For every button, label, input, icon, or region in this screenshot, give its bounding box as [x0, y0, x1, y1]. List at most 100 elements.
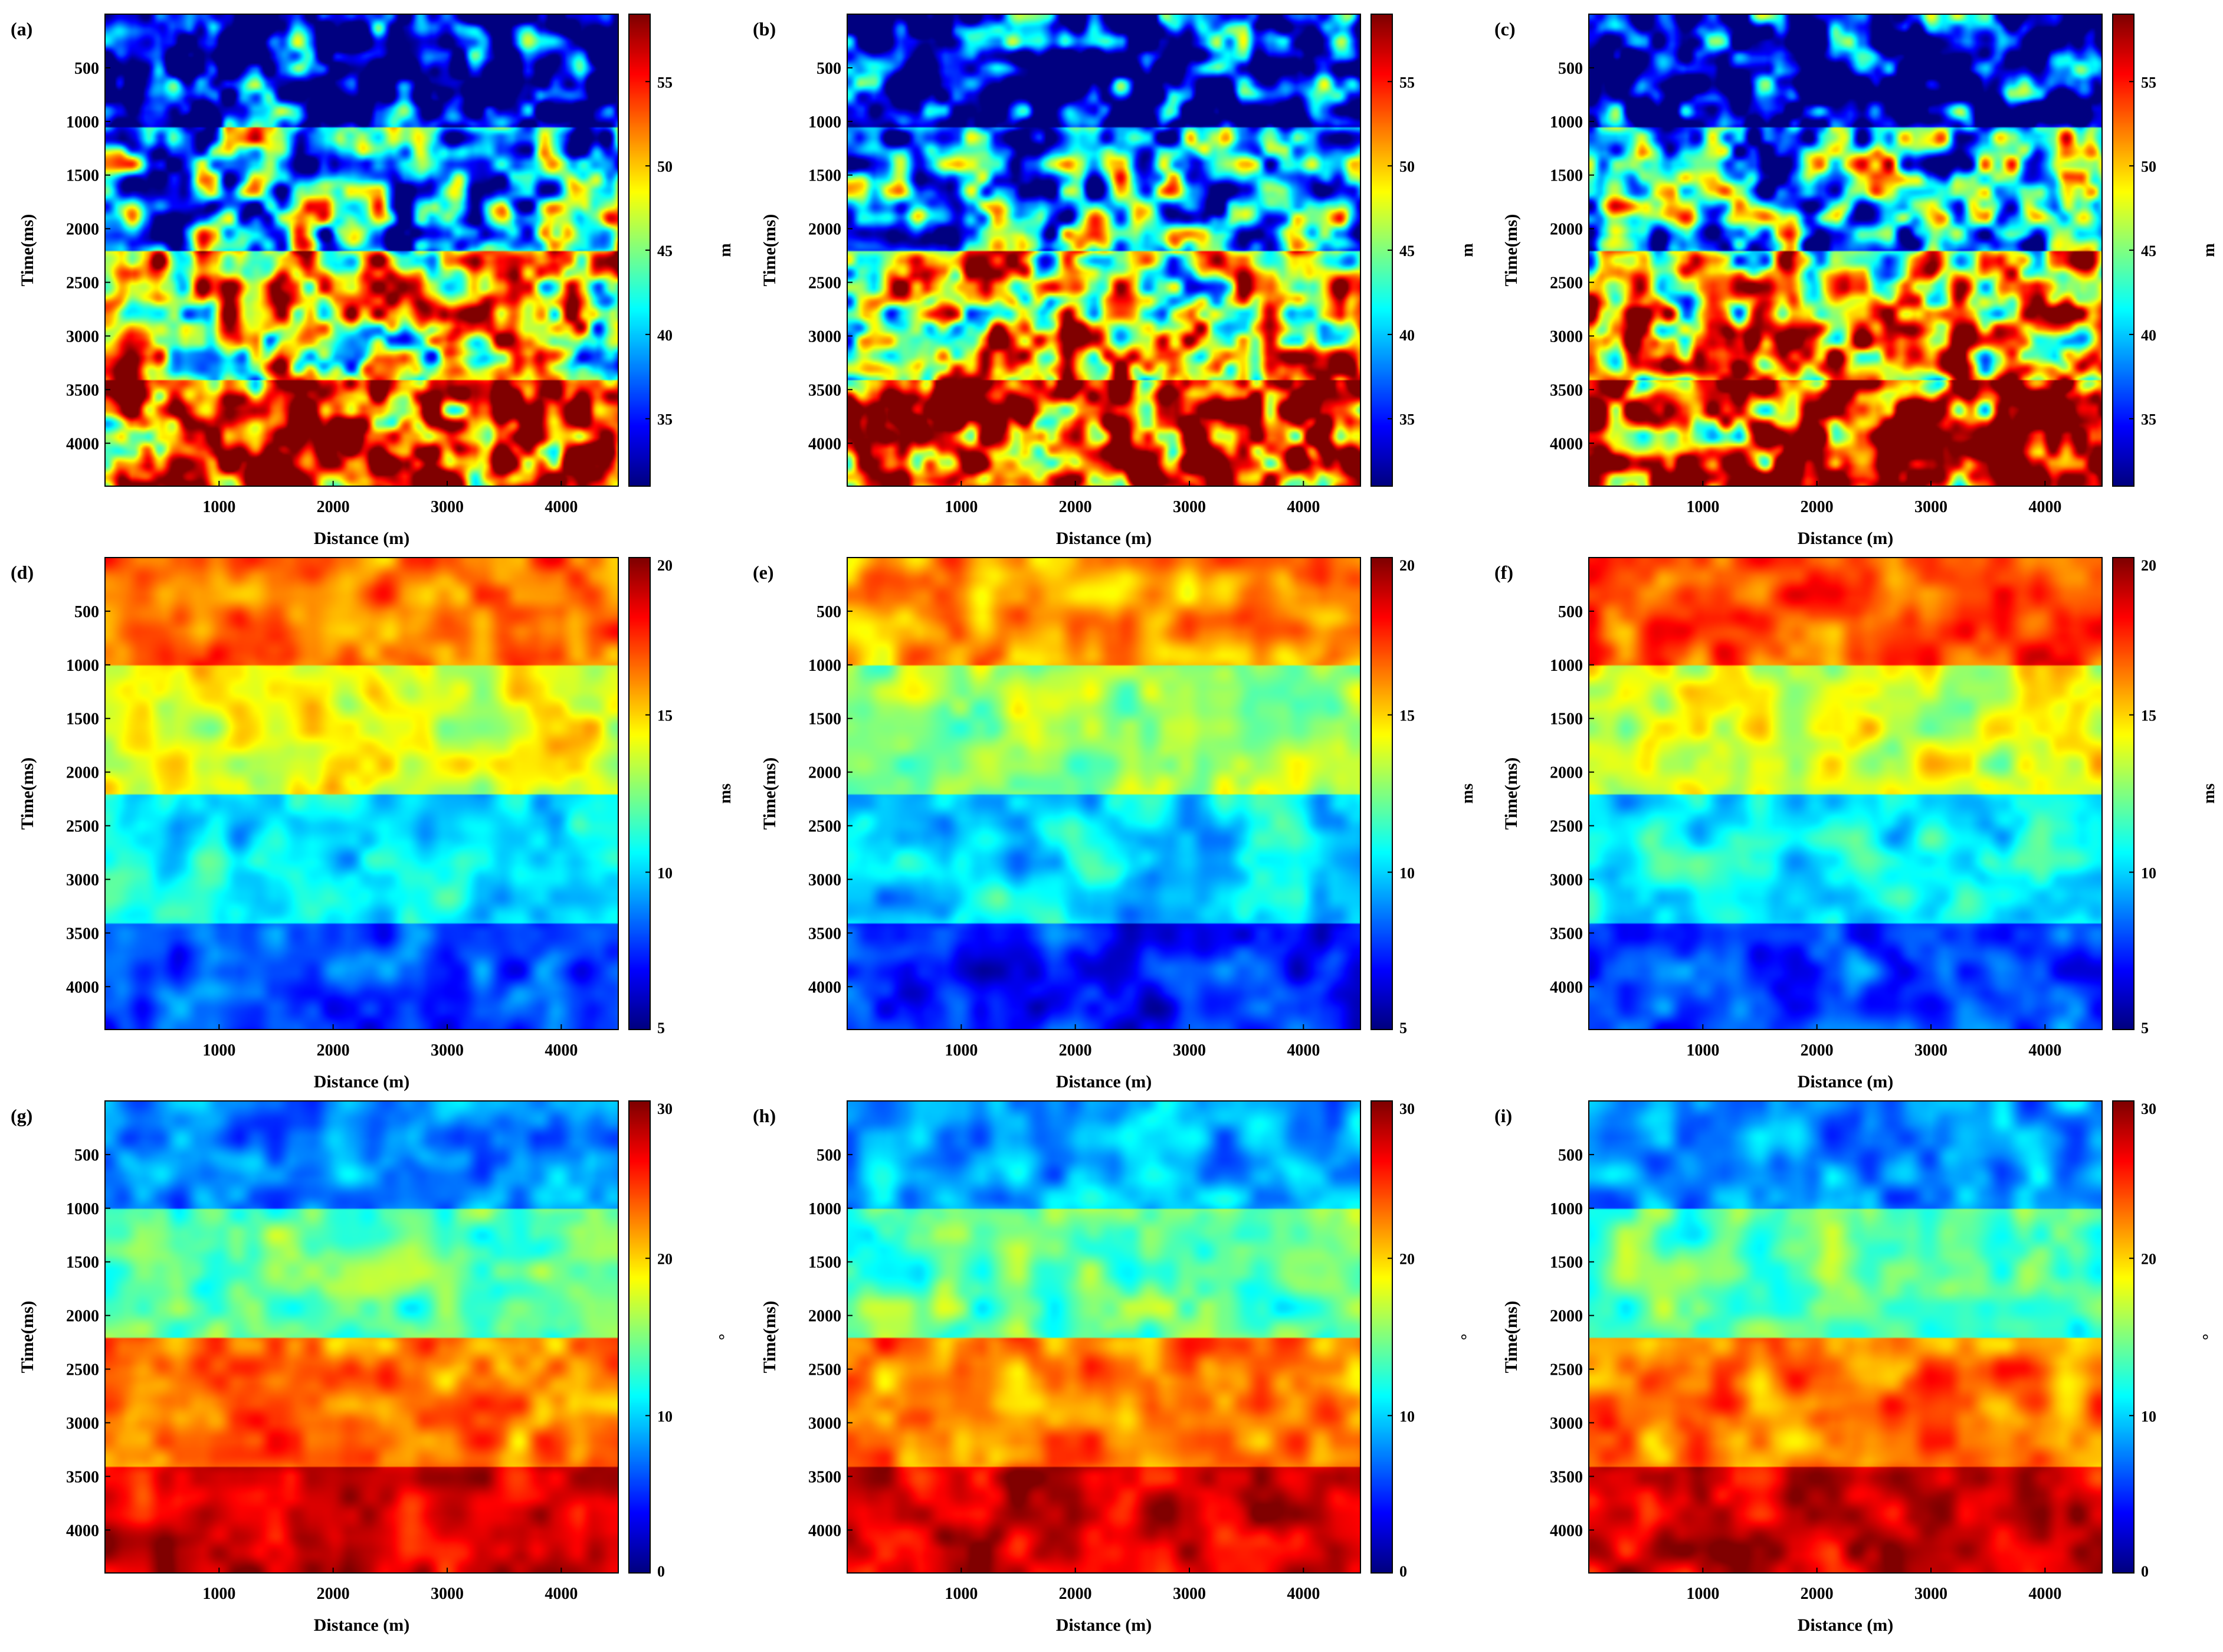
- y-tick-label: 3000: [808, 327, 841, 346]
- y-tick-label: 2500: [66, 1361, 99, 1379]
- y-tick-label: 3000: [808, 1414, 841, 1433]
- colorbar-unit-label: °: [1458, 1333, 1477, 1340]
- y-tick-label: 1000: [1550, 1200, 1583, 1218]
- x-tick-label: 1000: [1686, 1041, 1719, 1060]
- colorbar-tick-label: 10: [2141, 864, 2156, 881]
- axes-frame: [847, 14, 1361, 487]
- x-tick-label: 4000: [1287, 498, 1320, 516]
- heatmap-image: [105, 1101, 618, 1573]
- axes-frame: [1588, 14, 2103, 487]
- colorbar-unit-label: ms: [1458, 784, 1477, 804]
- colorbar-tick-label: 55: [2141, 74, 2156, 91]
- y-tick-label: 1000: [808, 113, 841, 132]
- colorbar-unit-label: °: [2200, 1333, 2218, 1340]
- colorbar-tick-label: 10: [657, 864, 673, 881]
- y-tick-label: 4000: [808, 978, 841, 997]
- y-tick-label: 4000: [66, 978, 99, 997]
- y-axis-label: Time(ms): [18, 1301, 37, 1374]
- y-axis-label: Time(ms): [1501, 758, 1521, 830]
- colorbar-frame: [628, 1100, 651, 1574]
- axes-frame: [104, 557, 619, 1030]
- y-tick-label: 2000: [808, 1307, 841, 1326]
- y-tick-label: 3500: [808, 1468, 841, 1486]
- y-tick-label: 4000: [808, 435, 841, 453]
- panel-label: (d): [11, 562, 34, 583]
- y-axis-label: Time(ms): [760, 758, 779, 830]
- colorbar: [629, 1101, 650, 1573]
- panel-f: (f) 500 1000 1500 2000 2500 3000 3500 4000 Time(m…: [1494, 557, 2218, 1092]
- y-tick-label: 500: [1558, 603, 1583, 621]
- y-tick-label: 1000: [66, 113, 99, 132]
- x-tick-label: 1000: [945, 1041, 978, 1060]
- y-axis-label: Time(ms): [760, 214, 779, 287]
- x-tick-label: 2000: [317, 1585, 350, 1603]
- colorbar-frame: [1370, 1100, 1393, 1574]
- colorbar-tick-label: 40: [2141, 327, 2156, 344]
- y-tick-label: 1500: [66, 1254, 99, 1272]
- x-axis-label: Distance (m): [314, 1072, 409, 1092]
- y-tick-label: 2500: [66, 818, 99, 836]
- colorbar-frame: [2112, 1100, 2135, 1574]
- colorbar-tick-label: 5: [2141, 1020, 2149, 1037]
- heatmap-image: [105, 14, 618, 486]
- x-tick-label: 4000: [1287, 1041, 1320, 1060]
- colorbar-tick-label: 0: [657, 1563, 665, 1580]
- colorbar-unit-label: m: [2200, 243, 2218, 257]
- panel-d: (d) 500 1000 1500 2000 2500 3000 3500 4000 Time(m…: [11, 557, 735, 1092]
- y-tick-label: 2500: [66, 274, 99, 293]
- y-tick-label: 3500: [808, 381, 841, 399]
- x-axis-label: Distance (m): [1056, 1615, 1152, 1635]
- y-tick-label: 3500: [1550, 381, 1583, 399]
- colorbar: [1371, 558, 1392, 1030]
- y-tick-label: 3500: [1550, 1468, 1583, 1486]
- x-tick-label: 3000: [1914, 498, 1947, 516]
- colorbar-tick-label: 40: [657, 327, 673, 344]
- colorbar-tick-label: 45: [657, 242, 673, 260]
- y-tick-label: 2500: [1550, 274, 1583, 293]
- x-tick-label: 2000: [317, 498, 350, 516]
- x-tick-label: 3000: [1173, 498, 1206, 516]
- heatmap-image: [847, 1101, 1360, 1573]
- colorbar: [2113, 1101, 2134, 1573]
- axes-frame: [1588, 1100, 2103, 1574]
- x-tick-label: 4000: [1287, 1585, 1320, 1603]
- colorbar-tick-label: 10: [1399, 864, 1415, 881]
- y-tick-label: 1500: [808, 167, 841, 185]
- x-axis-label: Distance (m): [1056, 1072, 1152, 1092]
- panel-label: (h): [753, 1105, 776, 1126]
- colorbar-tick-label: 10: [2141, 1408, 2156, 1425]
- heatmap-image: [1589, 558, 2102, 1030]
- y-tick-label: 2500: [1550, 818, 1583, 836]
- y-tick-label: 2000: [66, 764, 99, 782]
- x-axis-label: Distance (m): [1056, 529, 1152, 548]
- y-tick-label: 2500: [808, 818, 841, 836]
- colorbar-tick-label: 30: [657, 1100, 673, 1117]
- x-tick-label: 2000: [1801, 1585, 1834, 1603]
- y-tick-label: 500: [817, 60, 841, 78]
- y-tick-label: 2000: [808, 221, 841, 239]
- y-tick-label: 4000: [1550, 978, 1583, 997]
- colorbar-tick-label: 10: [1399, 1408, 1415, 1425]
- x-tick-label: 4000: [2028, 1041, 2061, 1060]
- y-tick-label: 1500: [808, 1254, 841, 1272]
- x-tick-label: 3000: [431, 1585, 464, 1603]
- y-tick-label: 1000: [808, 657, 841, 675]
- y-tick-label: 2000: [1550, 221, 1583, 239]
- colorbar: [629, 558, 650, 1030]
- panel-b: (b) 500 1000 1500 2000 2500 3000 3500 4000 Time(m…: [753, 14, 1477, 548]
- y-tick-label: 1500: [1550, 167, 1583, 185]
- colorbar-tick-label: 55: [657, 74, 673, 91]
- y-tick-label: 1500: [66, 710, 99, 729]
- y-tick-label: 3000: [1550, 327, 1583, 346]
- colorbar-tick-label: 20: [1399, 1251, 1415, 1268]
- x-tick-label: 3000: [431, 1041, 464, 1060]
- x-tick-label: 1000: [945, 1585, 978, 1603]
- colorbar-tick-label: 20: [657, 1251, 673, 1268]
- panel-e: (e) 500 1000 1500 2000 2500 3000 3500 4000 Time(m…: [753, 557, 1477, 1092]
- x-tick-label: 4000: [2028, 1585, 2061, 1603]
- y-tick-label: 1000: [1550, 113, 1583, 132]
- x-tick-label: 3000: [1173, 1041, 1206, 1060]
- y-tick-label: 1500: [1550, 710, 1583, 729]
- y-tick-label: 4000: [1550, 435, 1583, 453]
- panel-c: (c) 500 1000 1500 2000 2500 3000 3500 4000 Time(m…: [1494, 14, 2218, 548]
